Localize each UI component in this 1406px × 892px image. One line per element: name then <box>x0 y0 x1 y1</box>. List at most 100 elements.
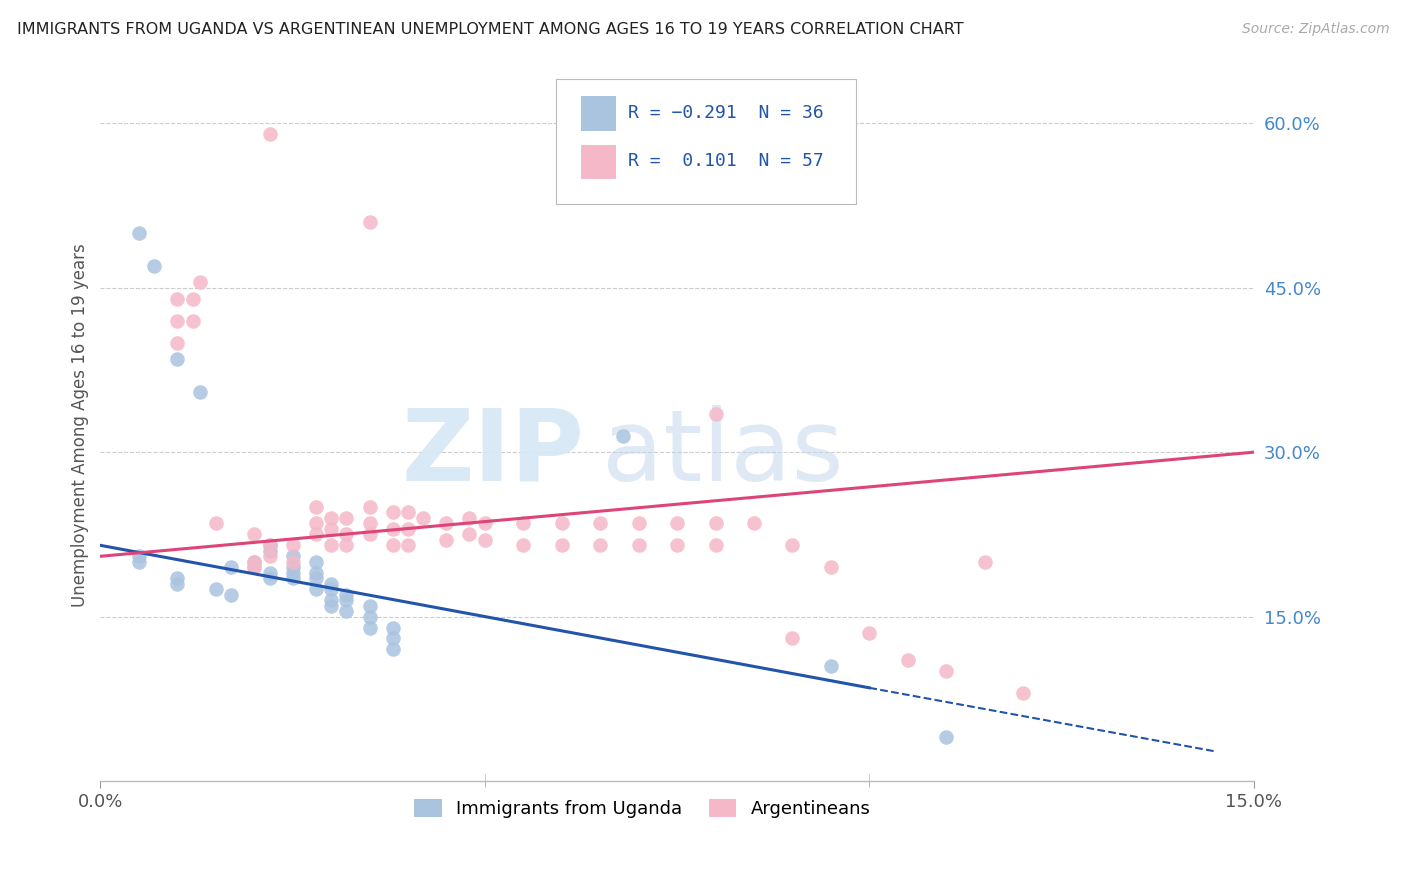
Point <box>319 511 342 525</box>
Text: atlas: atlas <box>602 405 844 502</box>
Point <box>143 259 166 273</box>
Point <box>551 516 574 531</box>
Point <box>612 428 634 442</box>
Point <box>434 533 457 547</box>
Point <box>359 215 381 229</box>
Point <box>305 516 328 531</box>
Text: R =  0.101  N = 57: R = 0.101 N = 57 <box>627 153 824 170</box>
Point <box>627 538 650 552</box>
Point <box>434 516 457 531</box>
Point <box>243 560 266 574</box>
Point <box>305 555 328 569</box>
Point <box>281 555 304 569</box>
Point <box>412 511 434 525</box>
Text: IMMIGRANTS FROM UGANDA VS ARGENTINEAN UNEMPLOYMENT AMONG AGES 16 TO 19 YEARS COR: IMMIGRANTS FROM UGANDA VS ARGENTINEAN UN… <box>17 22 963 37</box>
Point <box>359 516 381 531</box>
Point <box>305 500 328 514</box>
Point <box>589 538 612 552</box>
Point <box>259 538 281 552</box>
Point <box>396 522 419 536</box>
Point <box>381 642 404 657</box>
Point <box>188 275 211 289</box>
Point <box>335 511 357 525</box>
Point <box>181 313 204 327</box>
Point <box>381 621 404 635</box>
Point <box>704 407 727 421</box>
Point <box>1012 686 1035 700</box>
Point <box>512 538 534 552</box>
FancyBboxPatch shape <box>555 79 856 204</box>
Point <box>259 549 281 564</box>
Point <box>243 555 266 569</box>
Point <box>204 582 226 597</box>
Point <box>381 522 404 536</box>
Point <box>897 653 920 667</box>
Point <box>381 632 404 646</box>
Point <box>627 516 650 531</box>
Point <box>188 384 211 399</box>
Point <box>335 538 357 552</box>
Point <box>820 560 842 574</box>
Point <box>166 292 188 306</box>
Point <box>381 505 404 519</box>
Point <box>128 555 150 569</box>
Point <box>474 516 496 531</box>
Point <box>243 555 266 569</box>
Point <box>359 527 381 541</box>
Point <box>335 527 357 541</box>
Text: ZIP: ZIP <box>402 405 585 502</box>
Point <box>742 516 765 531</box>
Point <box>782 538 804 552</box>
Point <box>281 560 304 574</box>
Point <box>782 632 804 646</box>
Point <box>396 538 419 552</box>
Point <box>259 566 281 580</box>
Point <box>128 549 150 564</box>
Point <box>281 549 304 564</box>
Point <box>259 128 281 142</box>
Point <box>219 588 242 602</box>
Point <box>166 571 188 585</box>
Point <box>219 560 242 574</box>
Point <box>858 626 880 640</box>
Point <box>319 522 342 536</box>
Bar <box>581 145 616 179</box>
Point <box>359 609 381 624</box>
Point <box>666 516 689 531</box>
Point <box>704 538 727 552</box>
Point <box>935 730 957 744</box>
Point <box>335 593 357 607</box>
Point <box>474 533 496 547</box>
Point <box>305 582 328 597</box>
Text: R = −0.291  N = 36: R = −0.291 N = 36 <box>627 104 824 122</box>
Point <box>181 292 204 306</box>
Legend: Immigrants from Uganda, Argentineans: Immigrants from Uganda, Argentineans <box>408 791 877 825</box>
Point <box>359 500 381 514</box>
Point <box>281 538 304 552</box>
Point <box>243 527 266 541</box>
Point <box>666 538 689 552</box>
Point <box>319 538 342 552</box>
Point <box>589 516 612 531</box>
Point <box>359 621 381 635</box>
Point <box>973 555 995 569</box>
Point <box>458 511 481 525</box>
Point <box>259 538 281 552</box>
Point <box>704 516 727 531</box>
Point <box>359 599 381 613</box>
Point <box>319 593 342 607</box>
Y-axis label: Unemployment Among Ages 16 to 19 years: Unemployment Among Ages 16 to 19 years <box>72 243 89 607</box>
Point <box>381 538 404 552</box>
Point <box>204 516 226 531</box>
Point <box>319 576 342 591</box>
Point <box>820 659 842 673</box>
Point <box>166 313 188 327</box>
Point <box>319 582 342 597</box>
Point <box>305 566 328 580</box>
Point <box>335 604 357 618</box>
Point <box>128 226 150 240</box>
Point <box>281 571 304 585</box>
Point <box>243 560 266 574</box>
Point <box>259 544 281 558</box>
Point <box>458 527 481 541</box>
